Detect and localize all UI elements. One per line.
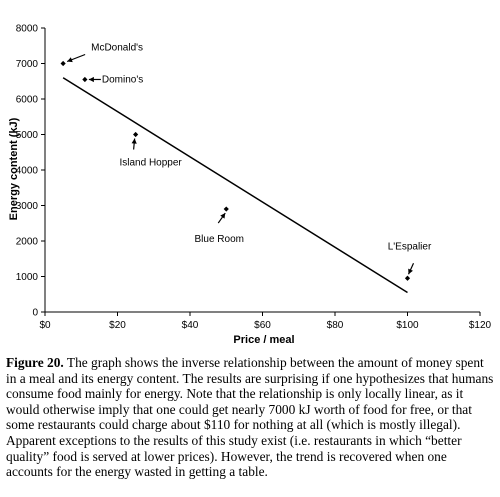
y-axis-ticks: 0 1000 2000 3000 4000 5000 6000 7000 8000 xyxy=(16,24,45,319)
data-points xyxy=(60,60,411,281)
x-axis-ticks: $0 $20 $40 $60 $80 $100 $120 xyxy=(39,312,492,331)
data-point xyxy=(223,206,229,212)
y-tick-label: 6000 xyxy=(16,95,39,106)
data-point xyxy=(133,131,139,138)
figure-caption: Figure 20. The graph shows the inverse r… xyxy=(6,355,494,480)
y-tick-label: 7000 xyxy=(16,59,39,70)
x-tick-label: $100 xyxy=(396,320,419,331)
arrowhead xyxy=(131,138,137,144)
caption-text: The graph shows the inverse relationship… xyxy=(6,355,494,480)
y-tick-label: 3000 xyxy=(16,201,39,212)
data-point xyxy=(404,275,411,281)
point-label: Domino's xyxy=(102,74,143,85)
y-tick-label: 0 xyxy=(32,308,38,319)
y-tick-label: 8000 xyxy=(16,24,39,35)
x-tick-label: $80 xyxy=(327,320,344,331)
trendline xyxy=(62,77,408,294)
y-tick-label: 4000 xyxy=(16,166,39,177)
point-label: Blue Room xyxy=(195,234,244,245)
arrowhead xyxy=(220,213,226,219)
point-label: McDonald's xyxy=(91,43,143,54)
y-tick-label: 2000 xyxy=(16,237,39,248)
x-axis-title: Price / meal xyxy=(233,334,294,346)
arrowhead xyxy=(88,76,94,83)
data-point xyxy=(60,60,66,67)
y-tick-label: 1000 xyxy=(16,272,39,283)
y-axis-title: Energy content (kJ) xyxy=(8,117,20,220)
point-label: L'Espalier xyxy=(388,241,432,252)
x-tick-label: $60 xyxy=(254,320,271,331)
point-annotations: McDonald's Domino's Island Hopper Blue Room… xyxy=(66,43,432,275)
trendline-group xyxy=(62,77,408,294)
x-tick-label: $120 xyxy=(469,320,492,331)
x-tick-label: $20 xyxy=(109,320,126,331)
figure-label: Figure 20. xyxy=(6,355,64,370)
x-tick-label: $40 xyxy=(182,320,199,331)
y-tick-label: 5000 xyxy=(16,130,39,141)
x-tick-label: $0 xyxy=(39,320,51,331)
arrowhead xyxy=(408,268,413,275)
data-point xyxy=(82,76,88,83)
arrowhead xyxy=(67,57,73,63)
point-label: Island Hopper xyxy=(119,158,182,169)
